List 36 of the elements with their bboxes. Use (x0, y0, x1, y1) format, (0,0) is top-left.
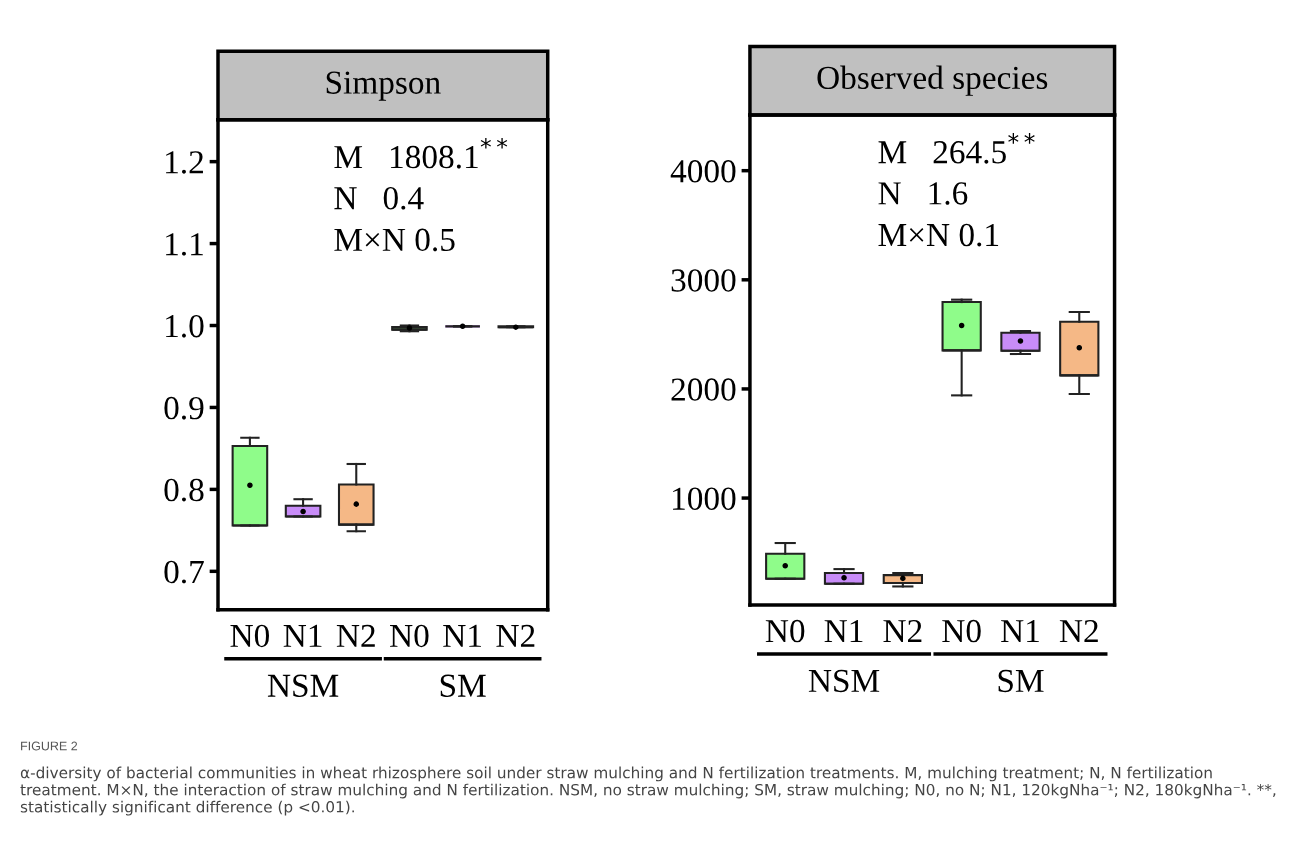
text: SM (440, 674, 486, 697)
y-tick-label: 3000 (671, 269, 736, 292)
chart-title: Observed species (817, 65, 1048, 96)
chart-title: Simpson (326, 71, 441, 101)
text: SM (998, 669, 1044, 693)
annotation: M 264.5$^{**}$ (878, 133, 1035, 164)
y-tick-label: 1000 (673, 487, 736, 510)
y-tick-label: 0.7 (164, 560, 204, 584)
y-tick-label: 4000 (670, 160, 736, 183)
y-tick-label: 2000 (671, 378, 736, 401)
x-tick-label: N2 (496, 624, 535, 647)
x-tick-label: N0 (390, 624, 429, 648)
y-tick-label: 1.2 (166, 151, 203, 174)
x-tick-label: N1 (443, 624, 481, 647)
x-tick-label: N1 (1001, 620, 1039, 643)
y-tick-label: 1.0 (166, 314, 204, 338)
x-tick-label: N0 (230, 624, 270, 648)
annotation: M 1808.1$^{**}$ (334, 137, 508, 169)
x-tick-label: N2 (336, 624, 375, 647)
caption: FIGURE 2 (21, 741, 78, 751)
annotation: N 1.6 (878, 182, 968, 205)
x-tick-label: N0 (942, 619, 981, 643)
x-tick-label: N0 (765, 619, 805, 643)
text: NSM (808, 669, 880, 693)
x-tick-label: N2 (883, 619, 922, 643)
text: α-diversity of bacterial communities in wheat rhizosphere soil under straw mulching and N fertilization treatments. M, mulching treatment; N, N fertilization treatment. M×N, the interaction of straw mulching and N fertilization. NSM, no straw mulching; SM, straw mulching; N0, no N; N1, 120kgNha⁻¹; N2, 180kgNha⁻¹. **, statistically significant difference (p <0.01). (20, 766, 1276, 816)
x-tick-label: N1 (283, 624, 322, 647)
y-tick-label: 0.9 (164, 396, 204, 420)
annotation: M×N 0.1 (878, 223, 999, 247)
text: NSM (267, 674, 339, 697)
x-tick-label: N1 (824, 620, 863, 643)
y-tick-label: 1.1 (166, 233, 203, 256)
annotation: N 0.4 (334, 186, 424, 210)
y-tick-label: 0.8 (164, 478, 204, 502)
x-tick-label: N2 (1059, 619, 1098, 643)
annotation: M×N 0.5 (334, 228, 455, 252)
